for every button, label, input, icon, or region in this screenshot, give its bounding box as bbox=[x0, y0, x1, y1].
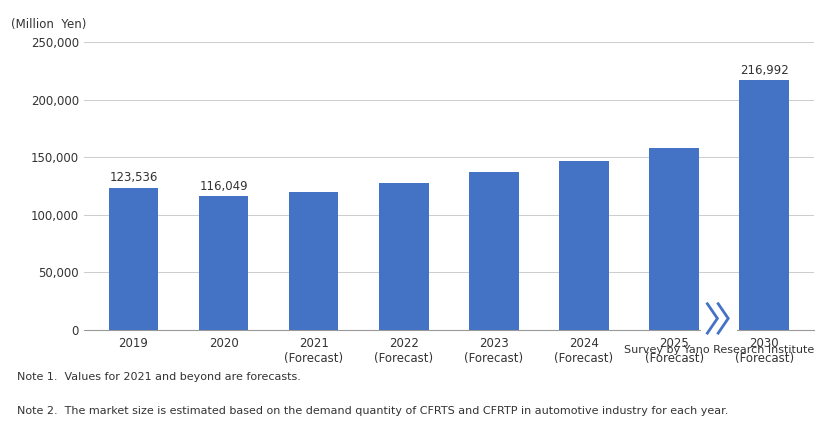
Text: Survey by Yano Research Institute: Survey by Yano Research Institute bbox=[623, 345, 814, 355]
Text: (Million  Yen): (Million Yen) bbox=[11, 18, 86, 31]
Text: 116,049: 116,049 bbox=[200, 180, 248, 193]
Text: Note 1.  Values for 2021 and beyond are forecasts.: Note 1. Values for 2021 and beyond are f… bbox=[17, 372, 300, 382]
Text: Note 2.  The market size is estimated based on the demand quantity of CFRTS and : Note 2. The market size is estimated bas… bbox=[17, 406, 728, 416]
Bar bbox=[649, 148, 699, 330]
Bar bbox=[469, 172, 519, 330]
Bar bbox=[739, 80, 789, 330]
Bar bbox=[289, 192, 338, 330]
Text: 123,536: 123,536 bbox=[109, 171, 158, 184]
Bar bbox=[379, 183, 429, 330]
Bar bbox=[109, 188, 159, 330]
Text: 216,992: 216,992 bbox=[740, 64, 789, 77]
Bar bbox=[560, 161, 609, 330]
Bar bbox=[199, 196, 248, 330]
